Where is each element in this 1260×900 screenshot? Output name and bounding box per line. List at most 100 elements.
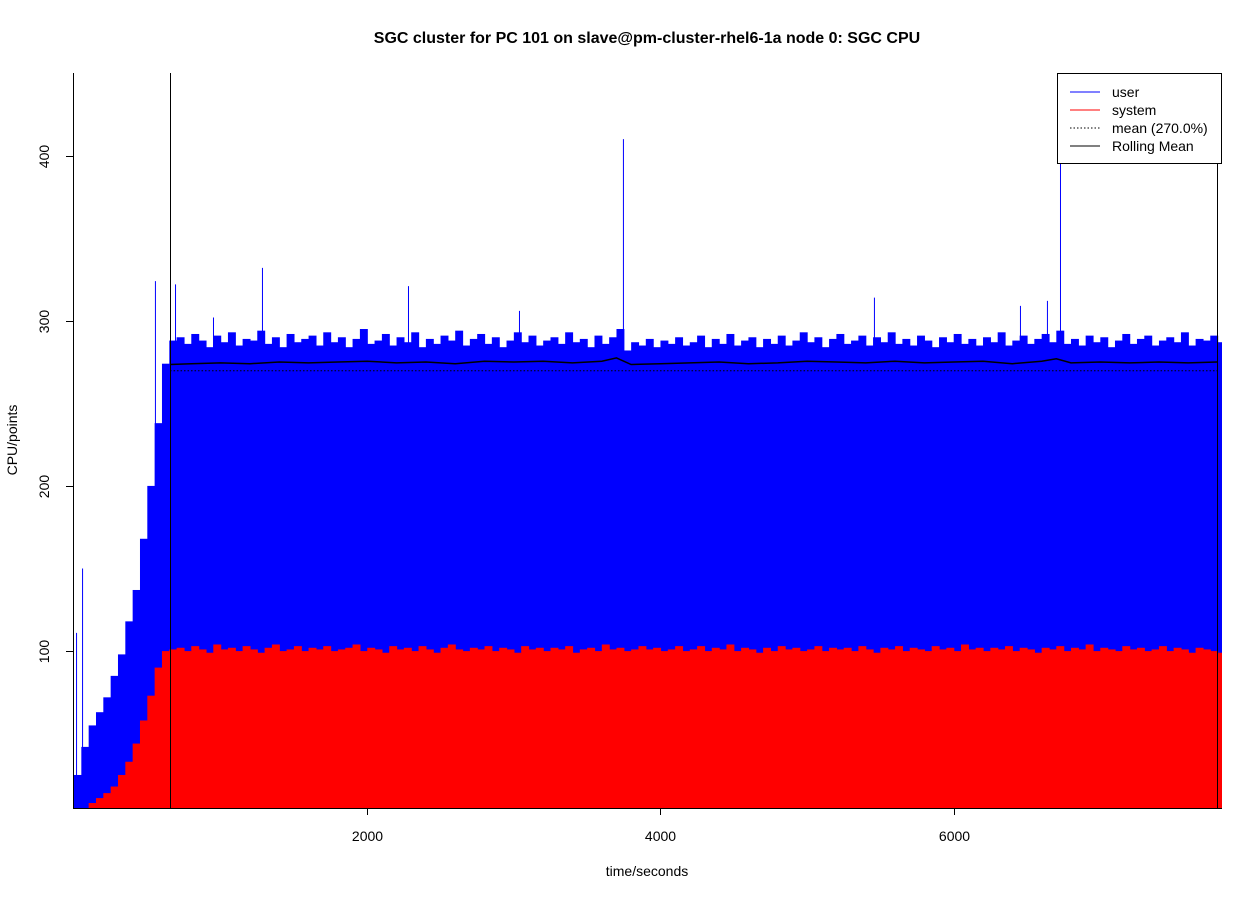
system-bar <box>1173 647 1182 808</box>
user-bar <box>550 337 559 808</box>
system-bar <box>645 649 654 808</box>
user-bar <box>939 337 947 808</box>
user-bar <box>697 335 706 808</box>
user-bar <box>367 343 376 808</box>
user-bar <box>1151 345 1160 808</box>
system-bar <box>132 743 141 808</box>
user-bar <box>1195 338 1204 808</box>
user-bar <box>279 347 288 808</box>
user-bar <box>249 340 258 808</box>
user-bar <box>433 343 442 808</box>
x-tick-label: 2000 <box>352 828 383 844</box>
user-bar <box>873 337 881 808</box>
user-bar <box>1122 333 1131 808</box>
user-bar <box>198 340 207 808</box>
user-bar <box>975 345 984 808</box>
user-bar <box>726 333 735 808</box>
system-bar <box>631 649 640 808</box>
user-bar <box>807 342 816 808</box>
user-bar <box>755 347 764 808</box>
system-bar <box>154 667 163 808</box>
user-bar <box>1012 340 1021 808</box>
system-bar <box>257 652 266 808</box>
user-bar <box>887 332 896 808</box>
system-bar <box>763 647 772 808</box>
system-bar <box>139 720 148 808</box>
system-bar <box>330 651 339 808</box>
system-bar <box>499 647 508 808</box>
system-bar <box>660 651 669 808</box>
system-bar <box>315 649 324 808</box>
system-bar <box>609 649 618 808</box>
system-bar <box>983 651 991 808</box>
system-bar <box>1034 652 1043 808</box>
system-bar <box>887 649 896 808</box>
user-bar <box>286 333 295 808</box>
user-bar <box>763 338 772 808</box>
user-bar <box>917 335 925 808</box>
system-bar <box>521 646 530 808</box>
user-bar <box>477 333 486 808</box>
system-bar <box>323 646 332 808</box>
user-bar <box>139 538 148 808</box>
system-bar <box>1056 646 1065 808</box>
user-bar <box>675 337 684 808</box>
system-bar <box>543 651 552 808</box>
system-bar <box>997 649 1006 808</box>
user-bar <box>704 347 713 808</box>
system-bar <box>374 649 383 808</box>
y-tick-label: 300 <box>36 310 52 334</box>
system-bar <box>1070 647 1079 808</box>
system-bar <box>293 646 302 808</box>
user-bar <box>235 345 244 808</box>
system-bar <box>205 652 214 808</box>
system-bar <box>975 647 984 808</box>
user-bar <box>579 338 588 808</box>
system-bar <box>469 647 478 808</box>
system-bar <box>183 651 192 808</box>
system-bar <box>535 647 544 808</box>
user-bar <box>843 343 852 808</box>
user-bar <box>396 337 405 808</box>
system-bar <box>550 647 559 808</box>
system-bar <box>755 652 764 808</box>
system-bar <box>638 646 647 808</box>
user-bar <box>110 675 119 808</box>
user-bar <box>543 340 552 808</box>
user-bar <box>257 330 266 808</box>
user-bar <box>821 347 830 808</box>
system-bar <box>726 644 735 808</box>
system-bar <box>455 649 464 808</box>
user-bar <box>587 347 596 808</box>
system-bar <box>337 649 346 808</box>
system-bar <box>1151 649 1160 808</box>
user-bar <box>667 343 676 808</box>
user-series <box>74 329 1222 808</box>
system-bar <box>895 646 903 808</box>
user-bar <box>213 335 222 808</box>
legend-item-user: user <box>1070 84 1140 100</box>
system-bar <box>1158 646 1167 808</box>
system-bar <box>689 649 698 808</box>
system-bar <box>396 649 405 808</box>
system-bar <box>462 651 471 808</box>
user-bar <box>1158 340 1167 808</box>
user-bar <box>1041 333 1050 808</box>
system-bar <box>814 646 823 808</box>
user-bar <box>1100 337 1109 808</box>
user-bar <box>1005 345 1013 808</box>
system-bar <box>1202 649 1211 808</box>
system-bar <box>169 649 178 808</box>
y-ticks: 100 200 300 400 <box>36 145 73 663</box>
system-bar <box>242 646 251 808</box>
system-bar <box>968 649 977 808</box>
system-bar <box>95 798 104 808</box>
system-bar <box>1041 647 1050 808</box>
user-bar <box>741 340 750 808</box>
user-bar <box>799 332 808 808</box>
user-bar <box>506 340 515 808</box>
user-bar <box>682 345 691 808</box>
system-bar <box>873 652 881 808</box>
system-bar <box>279 651 288 808</box>
